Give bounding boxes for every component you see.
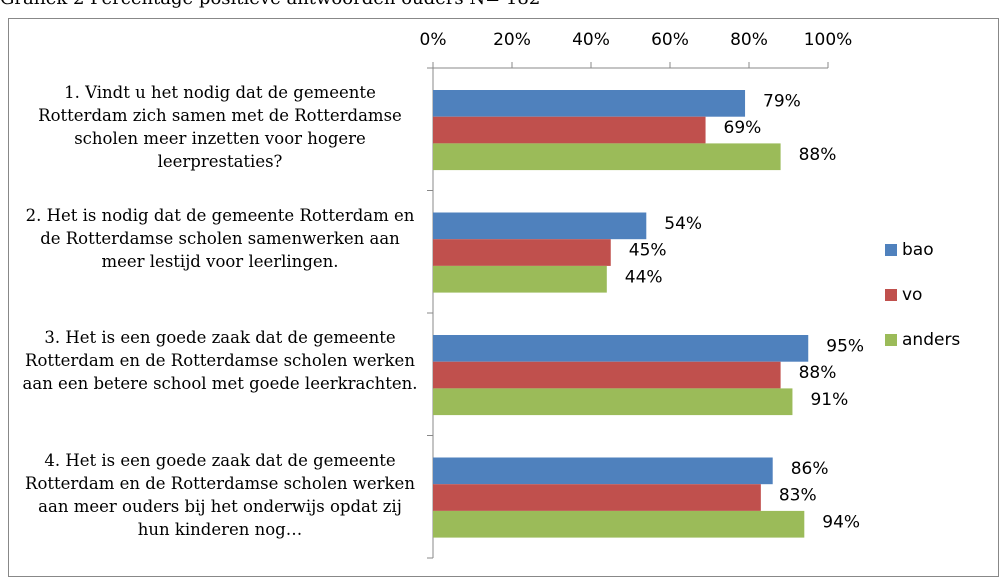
legend-label: vo xyxy=(902,285,922,305)
legend-swatch xyxy=(885,289,897,301)
legend-swatch xyxy=(885,334,897,346)
value-label: 54% xyxy=(664,214,702,234)
bar xyxy=(433,510,805,538)
x-tick-label: 40% xyxy=(572,30,610,50)
x-tick-label: 0% xyxy=(420,30,447,50)
x-tick-label: 80% xyxy=(730,30,768,50)
x-tick-label: 60% xyxy=(651,30,689,50)
bar xyxy=(433,388,793,416)
bar xyxy=(433,265,607,293)
bar xyxy=(433,484,761,511)
bar xyxy=(433,90,746,117)
value-label: 83% xyxy=(779,486,817,506)
legend-label: anders xyxy=(902,330,960,350)
value-label: 95% xyxy=(826,336,864,356)
category-label: 2. Het is nodig dat de gemeente Rotterda… xyxy=(25,205,415,271)
value-label: 44% xyxy=(625,267,663,287)
value-label: 79% xyxy=(763,91,801,111)
value-label: 88% xyxy=(799,363,837,383)
category-label: 1. Vindt u het nodig dat de gemeente Rot… xyxy=(38,83,402,171)
category-label: 3. Het is een goede zaak dat de gemeente… xyxy=(22,328,418,393)
bar xyxy=(433,143,781,171)
legend-swatch xyxy=(885,244,897,256)
value-label: 94% xyxy=(822,512,860,532)
legend-label: bao xyxy=(902,240,934,260)
bar xyxy=(433,116,706,144)
value-label: 86% xyxy=(791,459,829,479)
category-label: 4. Het is een goede zaak dat de gemeente… xyxy=(25,450,415,539)
chart-border xyxy=(8,18,999,577)
bar xyxy=(433,239,611,266)
value-label: 69% xyxy=(724,118,762,138)
bar xyxy=(433,335,809,362)
chart-title: Grafiek 2 Percentage positieve antwoorde… xyxy=(0,0,540,9)
bar xyxy=(433,361,781,389)
value-label: 88% xyxy=(799,145,837,165)
x-tick-label: 20% xyxy=(493,30,531,50)
x-tick-label: 100% xyxy=(804,30,853,50)
value-label: 45% xyxy=(629,241,667,261)
value-label: 91% xyxy=(810,390,848,410)
bar xyxy=(433,212,647,240)
bar xyxy=(433,457,773,485)
